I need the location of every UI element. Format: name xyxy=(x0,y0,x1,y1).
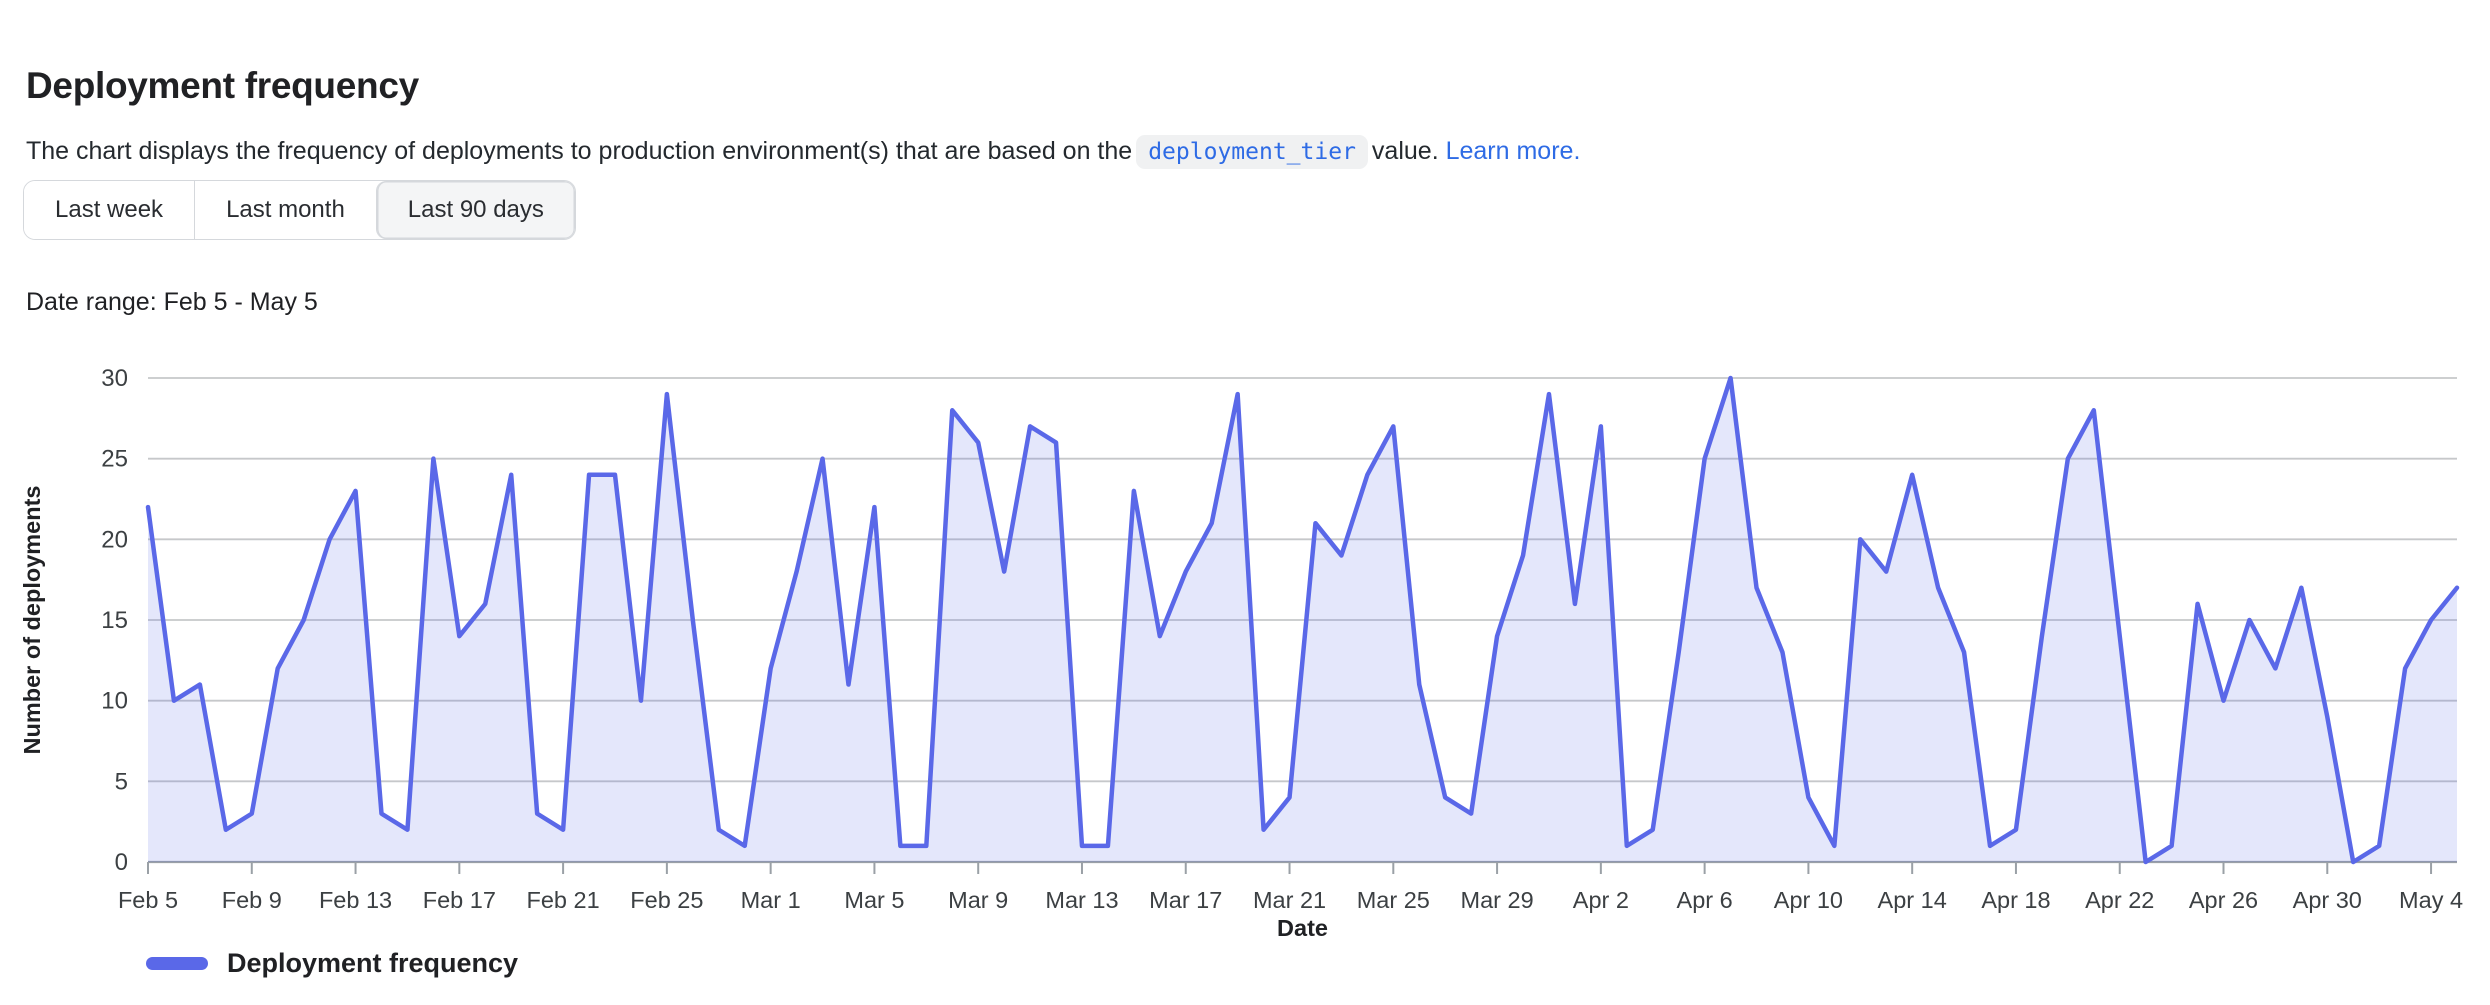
svg-text:Mar 5: Mar 5 xyxy=(844,887,904,913)
svg-text:Feb 25: Feb 25 xyxy=(630,887,703,913)
svg-text:10: 10 xyxy=(101,688,128,715)
chart-description: The chart displays the frequency of depl… xyxy=(26,135,1581,169)
svg-text:Number of deployments: Number of deployments xyxy=(19,486,45,755)
deployment-tier-code-chip: deployment_tier xyxy=(1136,135,1368,169)
svg-text:Feb 5: Feb 5 xyxy=(118,887,178,913)
svg-text:20: 20 xyxy=(101,526,128,553)
svg-text:30: 30 xyxy=(101,365,128,392)
legend-line-swatch-icon xyxy=(146,957,208,970)
chart-legend: Deployment frequency xyxy=(146,948,518,979)
svg-text:Mar 17: Mar 17 xyxy=(1149,887,1222,913)
svg-text:Feb 13: Feb 13 xyxy=(319,887,392,913)
svg-text:Apr 6: Apr 6 xyxy=(1677,887,1733,913)
svg-text:Mar 21: Mar 21 xyxy=(1253,887,1326,913)
legend-label: Deployment frequency xyxy=(227,948,519,978)
svg-text:Mar 9: Mar 9 xyxy=(948,887,1008,913)
svg-text:Apr 2: Apr 2 xyxy=(1573,887,1629,913)
time-range-button-last-month[interactable]: Last month xyxy=(194,181,376,239)
learn-more-link[interactable]: Learn more. xyxy=(1445,137,1581,165)
svg-text:Date: Date xyxy=(1277,915,1328,941)
svg-text:Apr 30: Apr 30 xyxy=(2293,887,2362,913)
description-text-after: value. xyxy=(1371,137,1439,165)
page-title: Deployment frequency xyxy=(26,64,419,106)
svg-text:Feb 21: Feb 21 xyxy=(527,887,600,913)
svg-text:Apr 22: Apr 22 xyxy=(2085,887,2154,913)
svg-text:Feb 9: Feb 9 xyxy=(222,887,282,913)
svg-text:Apr 18: Apr 18 xyxy=(1981,887,2050,913)
svg-text:0: 0 xyxy=(115,849,128,876)
svg-text:May 4: May 4 xyxy=(2399,887,2463,913)
description-text-before: The chart displays the frequency of depl… xyxy=(26,137,1133,165)
svg-text:Mar 13: Mar 13 xyxy=(1045,887,1118,913)
time-range-button-last-90-days[interactable]: Last 90 days xyxy=(375,181,575,239)
svg-text:Apr 14: Apr 14 xyxy=(1878,887,1947,913)
svg-text:15: 15 xyxy=(101,607,128,634)
svg-text:25: 25 xyxy=(101,446,128,473)
svg-text:Mar 25: Mar 25 xyxy=(1357,887,1430,913)
svg-text:Apr 26: Apr 26 xyxy=(2189,887,2258,913)
time-range-button-last-week[interactable]: Last week xyxy=(24,181,195,239)
date-range-label: Date range: Feb 5 - May 5 xyxy=(26,288,318,316)
time-range-button-group: Last week Last month Last 90 days xyxy=(23,180,576,240)
svg-text:Mar 29: Mar 29 xyxy=(1461,887,1534,913)
svg-text:5: 5 xyxy=(115,768,128,795)
svg-text:Feb 17: Feb 17 xyxy=(423,887,496,913)
svg-text:Mar 1: Mar 1 xyxy=(741,887,801,913)
svg-text:Apr 10: Apr 10 xyxy=(1774,887,1843,913)
